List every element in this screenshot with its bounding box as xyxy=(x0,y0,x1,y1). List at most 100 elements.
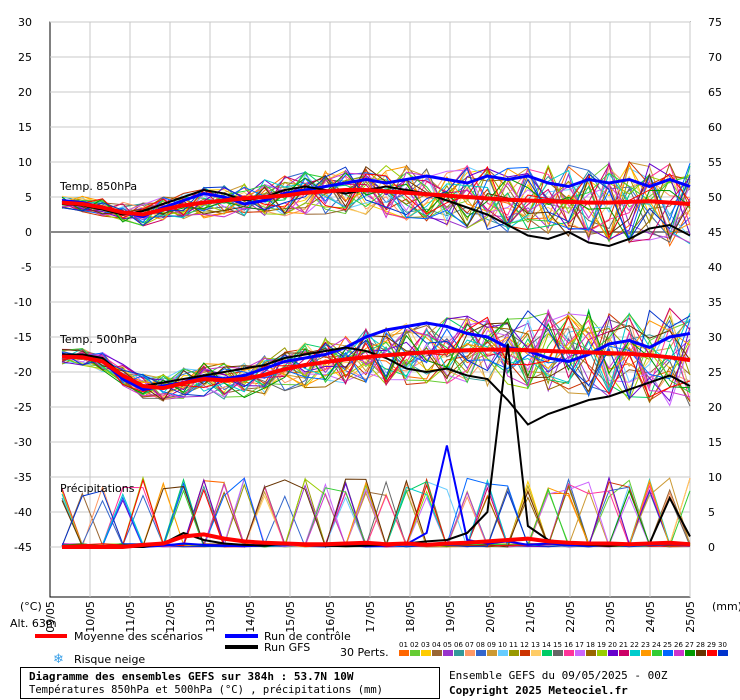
pert-line-850 xyxy=(61,169,691,241)
pert-swatch xyxy=(465,650,475,656)
date-tick-label: 15/05 xyxy=(284,601,297,633)
date-tick-label: 14/05 xyxy=(244,601,257,633)
pert-swatch xyxy=(641,650,651,656)
pert-line-precip xyxy=(61,478,691,549)
pert-swatch xyxy=(476,650,486,656)
pert-swatch xyxy=(443,650,453,656)
mean-line-precip xyxy=(62,532,691,549)
pert-number: 26 xyxy=(674,641,683,649)
snowflake-icon: ❄ xyxy=(53,652,64,667)
right-tick-label: 40 xyxy=(708,261,722,274)
right-tick-label: 35 xyxy=(708,296,722,309)
pert-swatch xyxy=(630,650,640,656)
date-tick-label: 18/05 xyxy=(404,601,417,633)
pert-swatch xyxy=(685,650,695,656)
chart-subtitle: Températures 850hPa et 500hPa (°C) , pré… xyxy=(29,684,384,696)
control-line-850 xyxy=(61,174,691,219)
right-tick-label: 10 xyxy=(708,471,722,484)
pert-number: 15 xyxy=(553,641,562,649)
pert-line-500 xyxy=(61,319,691,407)
legend-perts-label: 30 Perts. xyxy=(340,646,389,659)
pert-swatch xyxy=(542,650,552,656)
right-tick-label: 70 xyxy=(708,51,722,64)
pert-swatch xyxy=(454,650,464,656)
right-tick-label: 65 xyxy=(708,86,722,99)
pert-swatch xyxy=(399,650,409,656)
pert-swatch xyxy=(520,650,530,656)
date-tick-label: 12/05 xyxy=(164,601,177,633)
pert-line-precip xyxy=(61,479,691,548)
pert-swatch xyxy=(586,650,596,656)
pert-number: 07 xyxy=(465,641,474,649)
pert-number: 25 xyxy=(663,641,672,649)
panel-label-850: Temp. 850hPa xyxy=(59,180,137,193)
pert-number: 06 xyxy=(454,641,463,649)
right-tick-label: 15 xyxy=(708,436,722,449)
date-tick-label: 20/05 xyxy=(484,601,497,633)
pert-number: 17 xyxy=(575,641,584,649)
pert-number: 09 xyxy=(487,641,496,649)
pert-swatch xyxy=(575,650,585,656)
pert-line-500 xyxy=(61,319,691,395)
pert-line-500 xyxy=(61,318,691,402)
pert-swatch xyxy=(564,650,574,656)
left-tick-label: 15 xyxy=(18,121,32,134)
pert-swatch xyxy=(674,650,684,656)
pert-swatch xyxy=(696,650,706,656)
left-tick-label: 5 xyxy=(25,191,32,204)
pert-number: 03 xyxy=(421,641,430,649)
date-tick-label: 22/05 xyxy=(564,601,577,633)
left-tick-label: -10 xyxy=(14,296,32,309)
right-tick-label: 0 xyxy=(708,541,715,554)
pert-swatch xyxy=(432,650,442,656)
pert-number: 21 xyxy=(619,641,628,649)
right-tick-label: 75 xyxy=(708,16,722,29)
pert-swatch xyxy=(487,650,497,656)
legend-mean-label: Moyenne des scénarios xyxy=(74,630,203,643)
left-tick-label: -45 xyxy=(14,541,32,554)
pert-number: 30 xyxy=(718,641,727,649)
right-tick-label: 60 xyxy=(708,121,722,134)
mean-line-850 xyxy=(61,188,691,217)
right-axis-unit: (mm) xyxy=(712,600,740,613)
pert-swatch xyxy=(619,650,629,656)
left-tick-label: -15 xyxy=(14,331,32,344)
pert-swatch xyxy=(531,650,541,656)
panel-label-precip: Précipitations xyxy=(60,482,135,495)
date-tick-label: 25/05 xyxy=(684,601,697,633)
control-line-precip xyxy=(62,445,691,548)
left-tick-label: 10 xyxy=(18,156,32,169)
title-box: Diagramme des ensembles GEFS sur 384h : … xyxy=(20,667,440,699)
left-tick-label: -35 xyxy=(14,471,32,484)
pert-swatch xyxy=(663,650,673,656)
mean-line-500 xyxy=(61,347,691,391)
date-tick-label: 19/05 xyxy=(444,601,457,633)
right-tick-label: 20 xyxy=(708,401,722,414)
right-tick-label: 25 xyxy=(708,366,722,379)
altitude-label: Alt. 63m xyxy=(10,617,57,630)
pert-number: 23 xyxy=(641,641,650,649)
pert-line-500 xyxy=(61,322,691,401)
legend-gfs-label: Run GFS xyxy=(264,641,310,654)
pert-number: 02 xyxy=(410,641,419,649)
date-tick-label: 16/05 xyxy=(324,601,337,633)
run-info: Ensemble GEFS du 09/05/2025 - 00Z xyxy=(449,669,668,682)
date-tick-label: 17/05 xyxy=(364,601,377,633)
pert-swatch xyxy=(597,650,607,656)
pert-number: 01 xyxy=(399,641,408,649)
left-tick-label: -30 xyxy=(14,436,32,449)
right-tick-label: 30 xyxy=(708,331,722,344)
pert-number: 28 xyxy=(696,641,705,649)
left-tick-label: 25 xyxy=(18,51,32,64)
left-tick-label: 0 xyxy=(25,226,32,239)
pert-swatch xyxy=(553,650,563,656)
pert-number: 19 xyxy=(597,641,606,649)
chart-title: Diagramme des ensembles GEFS sur 384h : … xyxy=(29,670,354,683)
legend-snow-label: Risque neige xyxy=(74,653,145,666)
pert-number: 12 xyxy=(520,641,529,649)
right-tick-label: 45 xyxy=(708,226,722,239)
date-tick-label-first: 09/05 xyxy=(44,601,57,633)
pert-number: 13 xyxy=(531,641,540,649)
pert-number: 27 xyxy=(685,641,694,649)
